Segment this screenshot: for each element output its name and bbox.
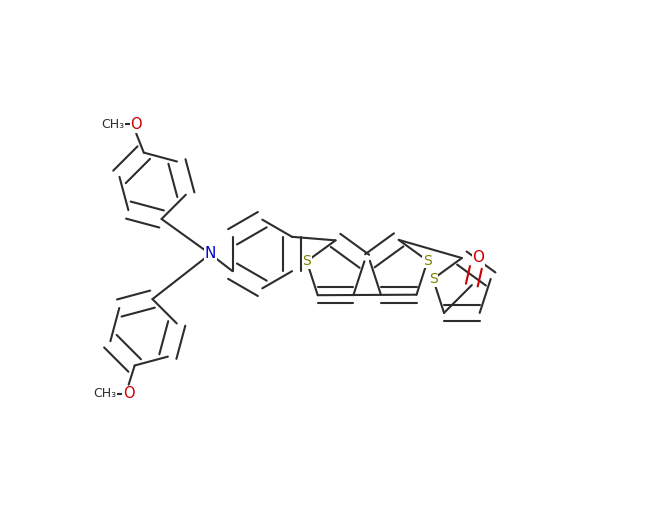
Text: S: S [302, 255, 311, 268]
Text: S: S [428, 272, 438, 286]
Text: CH₃: CH₃ [93, 387, 116, 400]
Text: O: O [130, 117, 142, 132]
Text: S: S [423, 254, 432, 268]
Text: O: O [473, 250, 485, 265]
Text: O: O [123, 386, 134, 401]
Text: N: N [204, 246, 216, 262]
Text: CH₃: CH₃ [101, 118, 124, 131]
